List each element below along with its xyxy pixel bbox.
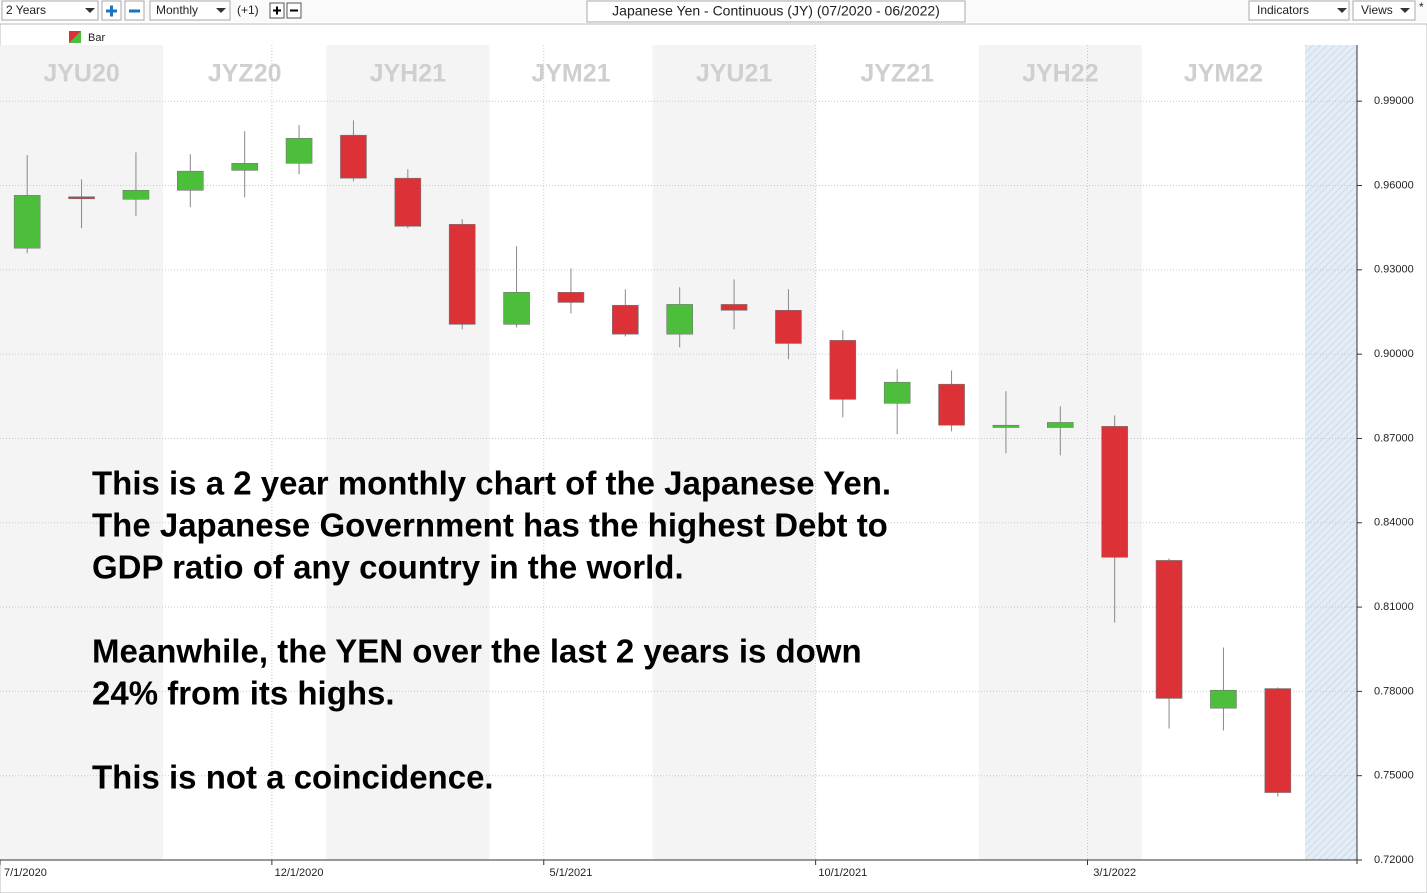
y-tick-label: 0.96000 [1374, 179, 1414, 191]
legend-label: Bar [88, 32, 105, 44]
contract-label: JYH22 [1022, 60, 1098, 88]
candle-body [992, 424, 1020, 428]
candle-body [285, 138, 313, 164]
x-tick-label: 3/1/2022 [1093, 867, 1136, 879]
plus-icon [106, 5, 117, 17]
candle-body [177, 170, 204, 191]
annotation-line: Meanwhile, the YEN over the last 2 years… [92, 633, 862, 670]
indicators-label: Indicators [1257, 3, 1309, 17]
offset-label: (+1) [237, 3, 259, 17]
contract-label: JYU21 [696, 60, 773, 88]
period-select[interactable] [1, 0, 99, 21]
candle-body [1210, 689, 1237, 709]
candle-body [503, 292, 530, 325]
future-area [1305, 45, 1357, 860]
candle-body [1047, 422, 1074, 428]
plus-icon [273, 6, 281, 15]
candle-body [775, 309, 802, 344]
chart-frame [0, 23, 1427, 893]
contract-band [652, 45, 816, 860]
annotation-line: The Japanese Government has the highest … [92, 507, 888, 544]
y-tick-label: 0.75000 [1374, 770, 1414, 782]
views-marker: * [1419, 0, 1424, 14]
legend-icon [69, 31, 81, 43]
candle-body [829, 340, 857, 400]
y-tick-label: 0.93000 [1374, 264, 1414, 276]
candle-body [612, 304, 639, 335]
candle-body [1101, 426, 1128, 558]
contract-label: JYU20 [43, 60, 119, 88]
x-tick-label: 5/1/2021 [550, 867, 593, 879]
plot: JYU20 JYZ20 JYH21 JYM21 JYU21 JYZ21 JYH22 JYM22… [0, 45, 1414, 879]
views-label: Views [1361, 3, 1393, 17]
y-tick-label: 0.78000 [1374, 685, 1414, 697]
annotation-line: GDP ratio of any country in the world. [92, 549, 684, 586]
candle-body [557, 292, 585, 303]
candle-body [448, 224, 476, 325]
chart-title: Japanese Yen - Continuous (JY) (07/2020 … [612, 3, 940, 19]
x-tick-label: 12/1/2020 [275, 867, 324, 879]
candle-body [883, 381, 911, 404]
y-tick-label: 0.99000 [1374, 95, 1414, 107]
y-tick-label: 0.90000 [1374, 348, 1414, 360]
candle-body [394, 177, 422, 227]
dropdown-arrow [1337, 8, 1347, 13]
x-tick-label: 7/1/2020 [4, 867, 47, 879]
contract-label: JYZ20 [208, 60, 282, 88]
annotation-line: 24% from its highs. [92, 675, 395, 712]
candle-body [13, 195, 41, 249]
contract-label: JYM22 [1184, 60, 1263, 88]
period-label: 2 Years [6, 3, 46, 17]
contract-label: JYH21 [370, 60, 447, 88]
dropdown-arrow [1400, 8, 1410, 13]
title-box [586, 0, 966, 23]
candle-body [122, 189, 150, 200]
candle-body [231, 163, 258, 171]
candle-body [666, 304, 693, 335]
interval-label: Monthly [156, 3, 198, 17]
contract-label: JYM21 [531, 60, 610, 88]
candle-body [1155, 560, 1183, 699]
annotation-line: This is a 2 year monthly chart of the Ja… [92, 465, 891, 502]
dropdown-arrow [216, 8, 226, 13]
y-tick-label: 0.81000 [1374, 601, 1414, 613]
candle-body [1264, 688, 1292, 793]
y-tick-label: 0.84000 [1374, 517, 1414, 529]
candle-body [340, 134, 367, 179]
indicators-select[interactable] [1248, 0, 1350, 21]
y-tick-label: 0.72000 [1374, 854, 1414, 866]
interval-select[interactable] [149, 0, 231, 21]
annotation-line: This is not a coincidence. [92, 759, 494, 796]
candle-body [938, 383, 965, 426]
dropdown-arrow [85, 8, 95, 13]
candle-body [68, 196, 95, 200]
candle-body [720, 304, 748, 311]
y-tick-label: 0.87000 [1374, 432, 1414, 444]
contract-label: JYZ21 [860, 60, 934, 88]
contract-band [0, 45, 164, 860]
toolbar: 2 Years Monthly (+1) Japanese Yen - Cont… [0, 0, 1427, 23]
views-select[interactable] [1352, 0, 1416, 21]
x-tick-label: 10/1/2021 [818, 867, 867, 879]
